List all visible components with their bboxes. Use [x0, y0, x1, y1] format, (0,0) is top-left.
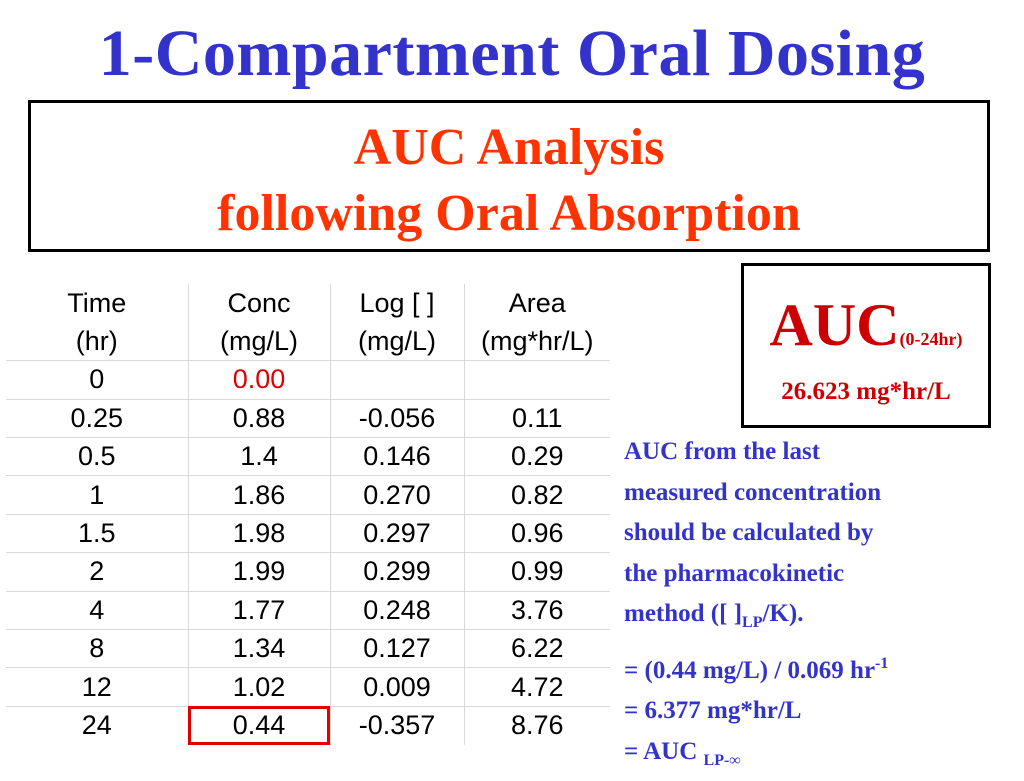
note-text: = (0.44 mg/L) / 0.069 hr — [624, 657, 875, 684]
note-subscript: LP — [742, 614, 762, 631]
cell-conc: 1.02 — [188, 668, 330, 706]
cell-time: 24 — [6, 706, 188, 744]
cell-conc: 0.88 — [188, 399, 330, 437]
cell-log — [330, 361, 464, 399]
cell-time: 4 — [6, 591, 188, 629]
subtitle-box: AUC Analysis following Oral Absorption — [28, 100, 990, 252]
unit-area: (mg*hr/L) — [464, 322, 610, 360]
cell-log: 0.146 — [330, 438, 464, 476]
cell-conc: 1.98 — [188, 514, 330, 552]
note-text: = AUC — [624, 738, 704, 765]
auc-value: 26.623 mg*hr/L — [744, 378, 988, 406]
cell-log: -0.357 — [330, 706, 464, 744]
note-text: /K). — [762, 600, 803, 627]
cell-conc-highlighted: 0.44 — [188, 706, 330, 744]
note-subscript: LP-∞ — [704, 752, 741, 769]
cell-time: 2 — [6, 553, 188, 591]
note-text: method ([ ] — [624, 600, 742, 627]
cell-log: -0.056 — [330, 399, 464, 437]
header-time: Time — [6, 284, 188, 322]
auc-range: (0-24hr) — [900, 329, 963, 349]
unit-time: (hr) — [6, 322, 188, 360]
cell-log: 0.299 — [330, 553, 464, 591]
cell-log: 0.248 — [330, 591, 464, 629]
cell-time: 12 — [6, 668, 188, 706]
table-row: 1.5 1.98 0.297 0.96 — [6, 514, 610, 552]
cell-log: 0.297 — [330, 514, 464, 552]
cell-log: 0.009 — [330, 668, 464, 706]
note-line-result: = 6.377 mg*hr/L — [624, 691, 1019, 732]
cell-time: 0.5 — [6, 438, 188, 476]
note-line-method: method ([ ]LP/K). — [624, 594, 1019, 644]
table-header-row: Time Conc Log [ ] Area — [6, 284, 610, 322]
cell-area: 4.72 — [464, 668, 610, 706]
unit-conc: (mg/L) — [188, 322, 330, 360]
cell-time: 1.5 — [6, 514, 188, 552]
auc-result-box: AUC(0-24hr) 26.623 mg*hr/L — [741, 263, 991, 428]
cell-conc: 1.34 — [188, 630, 330, 668]
cell-area: 8.76 — [464, 706, 610, 744]
subtitle-line-1: AUC Analysis — [31, 115, 987, 181]
table-units-row: (hr) (mg/L) (mg/L) (mg*hr/L) — [6, 322, 610, 360]
table-row: 1 1.86 0.270 0.82 — [6, 476, 610, 514]
auc-label-text: AUC — [770, 292, 900, 358]
cell-conc: 1.99 — [188, 553, 330, 591]
cell-time: 0.25 — [6, 399, 188, 437]
cell-time: 0 — [6, 361, 188, 399]
table-row: 0.5 1.4 0.146 0.29 — [6, 438, 610, 476]
note-line: AUC from the last — [624, 432, 1019, 473]
cell-log: 0.270 — [330, 476, 464, 514]
note-line: the pharmacokinetic — [624, 554, 1019, 595]
cell-area: 3.76 — [464, 591, 610, 629]
table-row: 12 1.02 0.009 4.72 — [6, 668, 610, 706]
cell-conc: 0.00 — [188, 361, 330, 399]
header-area: Area — [464, 284, 610, 322]
cell-area: 0.99 — [464, 553, 610, 591]
concentration-table: Time Conc Log [ ] Area (hr) (mg/L) (mg/L… — [6, 284, 610, 745]
cell-area: 0.11 — [464, 399, 610, 437]
note-line-equation: = (0.44 mg/L) / 0.069 hr-1 — [624, 644, 1019, 692]
cell-conc: 1.4 — [188, 438, 330, 476]
note-line: should be calculated by — [624, 513, 1019, 554]
cell-conc: 1.86 — [188, 476, 330, 514]
cell-conc: 1.77 — [188, 591, 330, 629]
note-superscript: -1 — [875, 655, 888, 672]
cell-area: 6.22 — [464, 630, 610, 668]
cell-area: 0.82 — [464, 476, 610, 514]
page-title: 1-Compartment Oral Dosing — [0, 14, 1024, 94]
unit-log: (mg/L) — [330, 322, 464, 360]
cell-log: 0.127 — [330, 630, 464, 668]
note-line: measured concentration — [624, 473, 1019, 514]
cell-area: 0.29 — [464, 438, 610, 476]
table-row: 4 1.77 0.248 3.76 — [6, 591, 610, 629]
header-log: Log [ ] — [330, 284, 464, 322]
table-row: 2 1.99 0.299 0.99 — [6, 553, 610, 591]
cell-time: 8 — [6, 630, 188, 668]
note-line-auc: = AUC LP-∞ — [624, 732, 1019, 781]
table-row: 8 1.34 0.127 6.22 — [6, 630, 610, 668]
auc-explanation-note: AUC from the last measured concentration… — [624, 432, 1019, 781]
cell-time: 1 — [6, 476, 188, 514]
table-row: 0 0.00 — [6, 361, 610, 399]
header-conc: Conc — [188, 284, 330, 322]
cell-area: 0.96 — [464, 514, 610, 552]
table-row: 0.25 0.88 -0.056 0.11 — [6, 399, 610, 437]
cell-area — [464, 361, 610, 399]
table-row: 24 0.44 -0.357 8.76 — [6, 706, 610, 744]
subtitle-line-2: following Oral Absorption — [31, 181, 987, 247]
auc-label: AUC(0-24hr) — [744, 290, 988, 374]
